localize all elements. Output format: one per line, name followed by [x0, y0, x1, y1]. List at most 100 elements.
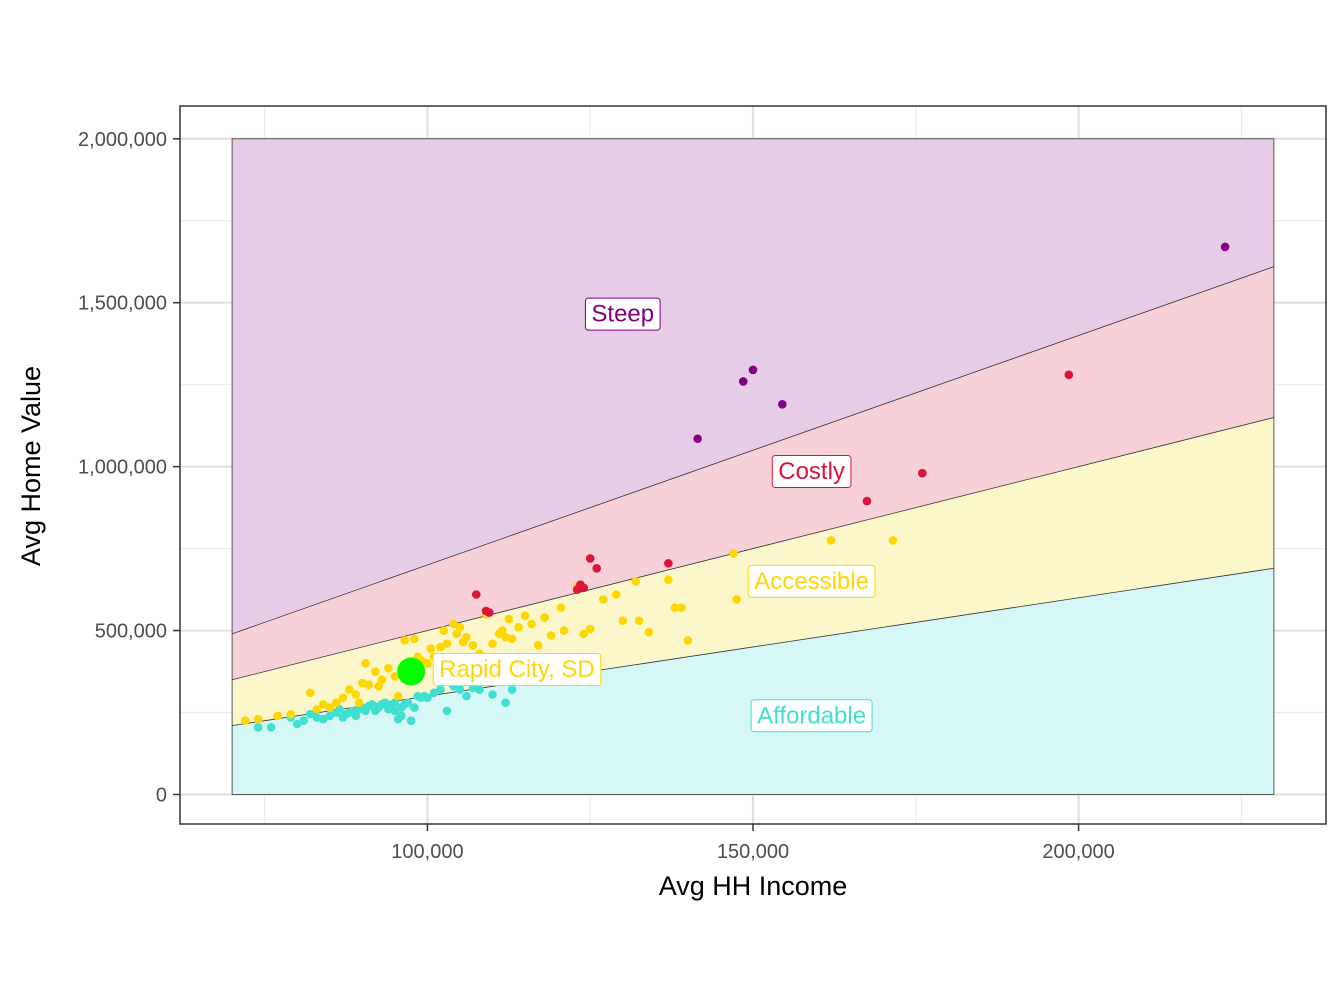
point-accessible: [677, 603, 686, 612]
point-accessible: [598, 595, 608, 604]
point-accessible: [644, 627, 654, 637]
point-affordable: [325, 711, 335, 721]
point-costly: [862, 496, 872, 506]
point-accessible: [670, 603, 680, 612]
point-accessible: [631, 577, 641, 586]
point-accessible: [273, 711, 282, 721]
point-affordable: [390, 698, 400, 707]
point-costly: [917, 468, 927, 478]
point-costly: [484, 608, 494, 617]
point-affordable: [318, 714, 328, 724]
point-steep: [748, 365, 758, 375]
point-accessible: [888, 536, 898, 545]
point-affordable: [488, 690, 497, 699]
point-accessible: [426, 644, 435, 653]
band-costly: [232, 266, 1274, 680]
highlighted-city: Rapid City, SD: [397, 653, 602, 687]
point-accessible: [442, 639, 452, 648]
band-outline: [231, 138, 1275, 795]
point-accessible: [507, 634, 517, 644]
point-accessible: [305, 688, 315, 698]
point-affordable: [299, 716, 309, 726]
point-accessible: [354, 698, 364, 707]
point-affordable: [501, 698, 510, 707]
x-axis-title: Avg HH Income: [659, 871, 848, 901]
band-boundaries: [231, 138, 1275, 795]
point-costly: [579, 583, 589, 593]
point-accessible: [400, 636, 409, 645]
point-accessible: [683, 636, 693, 645]
point-costly: [471, 590, 481, 599]
x-tick-label: 200,000: [1042, 841, 1114, 863]
y-axis-title: Avg Home Value: [16, 366, 46, 566]
point-affordable: [351, 711, 361, 721]
point-affordable: [455, 685, 465, 694]
band-affordable: [232, 568, 1274, 795]
point-accessible: [361, 659, 370, 668]
point-accessible: [439, 626, 449, 635]
point-affordable: [423, 693, 432, 703]
point-accessible: [520, 611, 530, 621]
band-label-accessible-text: Accessible: [754, 568, 869, 595]
point-accessible: [540, 613, 549, 622]
boundary-line-costly-upper: [231, 266, 1275, 635]
point-accessible: [498, 626, 507, 635]
point-accessible: [325, 703, 335, 712]
point-accessible: [611, 590, 621, 599]
point-costly: [585, 554, 595, 563]
point-accessible: [556, 603, 566, 612]
band-label-affordable-box: [750, 699, 873, 733]
point-accessible: [449, 619, 458, 629]
point-accessible: [312, 704, 322, 714]
point-accessible: [338, 693, 348, 703]
point-accessible: [504, 614, 514, 624]
highlight-label-text: Rapid City, SD: [439, 656, 595, 683]
point-affordable: [266, 722, 276, 732]
point-accessible: [377, 675, 387, 685]
point-accessible: [393, 691, 403, 701]
highlight-point: [397, 657, 426, 686]
point-accessible: [240, 716, 250, 726]
point-affordable: [390, 706, 400, 716]
point-accessible: [533, 641, 543, 650]
band-label-steep-box: [584, 297, 661, 331]
y-tick-label: 500,000: [95, 621, 167, 643]
point-affordable: [442, 706, 452, 716]
band-label-affordable-text: Affordable: [757, 702, 866, 729]
point-affordable: [429, 688, 439, 698]
point-accessible: [618, 616, 628, 626]
point-costly: [664, 559, 673, 568]
point-accessible: [559, 626, 569, 635]
point-affordable: [292, 719, 302, 729]
band-labels: Affordable Accessible Costly Steep: [584, 297, 876, 733]
highlight-label-box: [432, 653, 602, 687]
y-tick-label: 1,500,000: [78, 293, 167, 315]
point-affordable: [462, 691, 471, 701]
point-steep: [693, 434, 702, 444]
point-affordable: [403, 698, 413, 707]
point-affordable: [312, 713, 322, 722]
point-affordable: [475, 685, 484, 694]
point-costly: [592, 563, 602, 573]
point-accessible: [374, 682, 383, 691]
y-tick-label: 2,000,000: [78, 129, 167, 151]
point-accessible: [546, 631, 556, 640]
point-accessible: [384, 663, 393, 673]
point-accessible: [664, 575, 673, 585]
point-costly: [1064, 370, 1074, 380]
point-affordable: [305, 709, 315, 719]
point-accessible: [436, 642, 445, 652]
point-affordable: [380, 698, 390, 707]
point-accessible: [286, 709, 295, 719]
point-accessible: [732, 595, 742, 604]
point-accessible: [514, 622, 523, 632]
band-label-costly: Costly: [771, 455, 852, 489]
boundary-line-accessible-upper: [231, 417, 1275, 681]
point-accessible: [826, 536, 836, 545]
point-affordable: [367, 700, 377, 709]
point-accessible: [585, 624, 595, 634]
point-affordable: [507, 685, 517, 694]
point-steep: [738, 377, 748, 386]
band-label-steep-text: Steep: [591, 301, 654, 328]
